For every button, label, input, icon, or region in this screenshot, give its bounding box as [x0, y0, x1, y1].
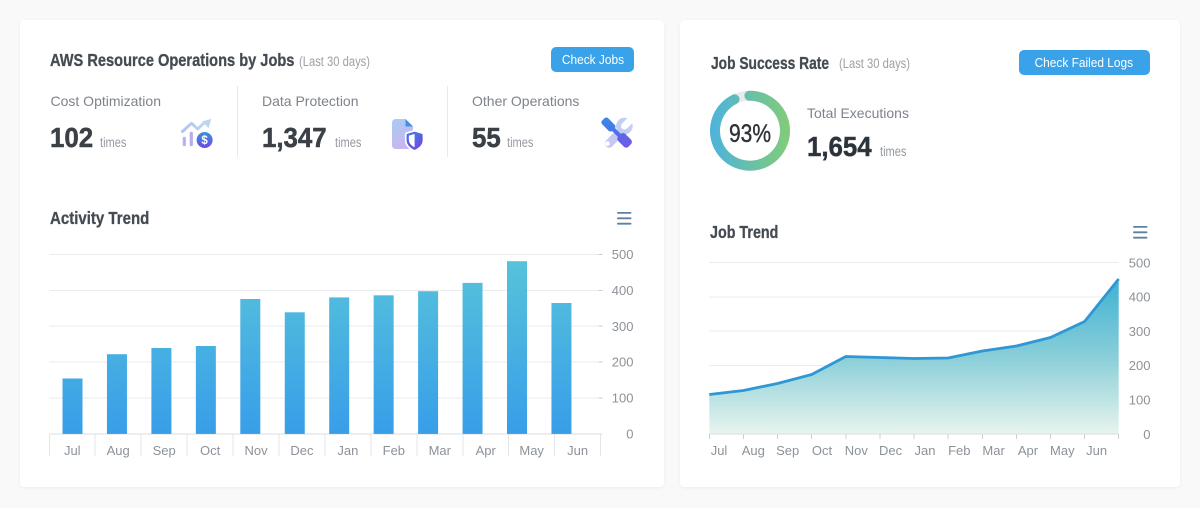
svg-text:200: 200 — [1129, 358, 1151, 373]
svg-text:100: 100 — [612, 391, 634, 406]
svg-text:Jun: Jun — [567, 443, 588, 458]
svg-text:200: 200 — [612, 355, 634, 370]
svg-text:Jan: Jan — [915, 443, 936, 458]
svg-text:Sep: Sep — [776, 443, 799, 458]
svg-text:Aug: Aug — [107, 443, 130, 458]
svg-text:300: 300 — [1129, 324, 1151, 339]
svg-text:500: 500 — [1129, 255, 1151, 270]
svg-text:500: 500 — [612, 247, 634, 262]
svg-text:0: 0 — [626, 427, 633, 442]
svg-text:Nov: Nov — [244, 443, 268, 458]
svg-text:100: 100 — [1129, 393, 1151, 408]
svg-text:Feb: Feb — [948, 443, 970, 458]
svg-text:Nov: Nov — [845, 443, 869, 458]
svg-text:Dec: Dec — [290, 443, 314, 458]
svg-text:Aug: Aug — [742, 443, 765, 458]
svg-text:Oct: Oct — [812, 443, 833, 458]
svg-text:400: 400 — [1129, 290, 1151, 305]
svg-text:Apr: Apr — [1018, 443, 1039, 458]
svg-text:300: 300 — [612, 319, 634, 334]
svg-text:Mar: Mar — [982, 443, 1005, 458]
svg-text:Dec: Dec — [879, 443, 903, 458]
svg-text:Feb: Feb — [383, 443, 405, 458]
svg-text:Jan: Jan — [337, 443, 358, 458]
svg-text:Jun: Jun — [1086, 443, 1107, 458]
svg-text:Jul: Jul — [711, 443, 728, 458]
svg-text:Sep: Sep — [153, 443, 176, 458]
svg-text:May: May — [519, 443, 544, 458]
svg-text:Apr: Apr — [476, 443, 497, 458]
svg-text:400: 400 — [612, 283, 634, 298]
svg-text:Oct: Oct — [200, 443, 221, 458]
svg-text:93%: 93% — [729, 119, 771, 147]
svg-text:$: $ — [201, 135, 208, 147]
svg-text:May: May — [1050, 443, 1075, 458]
svg-text:0: 0 — [1143, 427, 1150, 442]
svg-text:Jul: Jul — [64, 443, 81, 458]
svg-text:Mar: Mar — [429, 443, 452, 458]
